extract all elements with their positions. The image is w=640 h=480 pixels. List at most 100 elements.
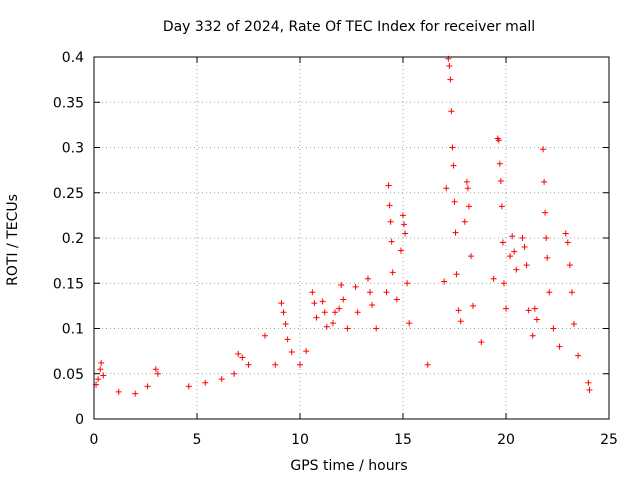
- data-point: [239, 354, 246, 361]
- data-point: [495, 137, 502, 144]
- data-point: [556, 343, 563, 350]
- y-tick-label: 0: [75, 412, 84, 428]
- data-point: [531, 305, 538, 312]
- data-point: [278, 300, 285, 307]
- y-tick-label: 0.05: [53, 367, 84, 383]
- data-point: [144, 383, 151, 390]
- axis-ticks: [93, 56, 610, 420]
- data-point: [284, 336, 291, 343]
- data-point: [451, 198, 458, 205]
- data-point: [272, 361, 279, 368]
- data-point: [321, 309, 328, 316]
- data-point: [235, 350, 242, 357]
- data-point: [231, 370, 238, 377]
- x-axis-label: GPS time / hours: [290, 458, 407, 474]
- data-point: [95, 376, 102, 383]
- data-point: [97, 366, 104, 373]
- x-axis-tick-labels: 0 5 10 15 20 25: [90, 432, 618, 448]
- data-point: [369, 301, 376, 308]
- data-point: [313, 314, 320, 321]
- data-point: [309, 289, 316, 296]
- data-point: [185, 383, 192, 390]
- data-point: [100, 372, 107, 379]
- y-tick-label: 0.2: [62, 231, 84, 247]
- data-point: [503, 305, 509, 312]
- data-point: [455, 307, 462, 314]
- data-point: [450, 162, 457, 169]
- y-tick-label: 0.15: [53, 276, 84, 292]
- data-point: [543, 235, 550, 241]
- data-point: [453, 271, 460, 278]
- data-point: [319, 298, 326, 305]
- data-point: [449, 144, 456, 151]
- data-point: [386, 202, 393, 209]
- data-point: [388, 238, 395, 245]
- data-point: [397, 247, 404, 254]
- data-point: [447, 76, 454, 83]
- data-point: [352, 283, 359, 290]
- data-point: [245, 361, 252, 368]
- data-point: [562, 230, 569, 237]
- data-point: [499, 239, 506, 246]
- data-point: [586, 387, 593, 394]
- y-tick-label: 0.35: [53, 95, 84, 111]
- data-point: [387, 218, 394, 225]
- data-point: [354, 309, 361, 316]
- data-point: [115, 388, 122, 395]
- y-tick-label: 0.3: [62, 141, 84, 157]
- data-point: [406, 320, 413, 327]
- data-point: [529, 332, 536, 339]
- data-point: [546, 289, 553, 296]
- data-point: [519, 235, 526, 241]
- data-point: [478, 339, 485, 346]
- data-point: [467, 253, 474, 260]
- data-point: [446, 63, 453, 70]
- data-point: [282, 320, 289, 327]
- data-point: [452, 229, 459, 236]
- plot-frame: [93, 56, 610, 420]
- data-point: [500, 280, 507, 287]
- data-point: [464, 185, 471, 192]
- data-point: [404, 280, 411, 287]
- data-point: [393, 296, 400, 303]
- data-point: [540, 146, 547, 153]
- data-points: [93, 55, 593, 397]
- data-point: [457, 318, 464, 325]
- data-point: [401, 221, 408, 228]
- data-point: [303, 348, 310, 355]
- data-point: [544, 254, 551, 261]
- data-point: [329, 320, 336, 327]
- y-axis-tick-labels: 0 0.05 0.1 0.15 0.2 0.25 0.3 0.35 0.4: [53, 50, 84, 428]
- x-tick-label: 5: [193, 432, 202, 448]
- x-tick-label: 10: [291, 432, 309, 448]
- data-point: [511, 248, 518, 255]
- data-point: [288, 349, 295, 356]
- chart-title: Day 332 of 2024, Rate Of TEC Index for r…: [163, 19, 535, 35]
- data-point: [541, 178, 548, 185]
- data-point: [550, 325, 557, 332]
- y-tick-label: 0.1: [62, 322, 84, 338]
- data-point: [332, 309, 339, 316]
- x-tick-label: 15: [394, 432, 412, 448]
- data-point: [570, 320, 577, 327]
- data-point: [373, 325, 380, 332]
- data-point: [496, 160, 503, 167]
- data-point: [564, 239, 571, 246]
- data-point: [523, 262, 530, 269]
- data-point: [385, 182, 392, 189]
- data-point: [575, 352, 582, 359]
- data-point: [441, 278, 448, 285]
- x-tick-label: 0: [90, 432, 99, 448]
- data-point: [154, 370, 161, 377]
- data-point: [497, 177, 504, 184]
- data-point: [443, 185, 450, 192]
- data-point: [566, 262, 573, 269]
- x-tick-label: 20: [497, 432, 515, 448]
- data-point: [297, 361, 303, 368]
- data-point: [400, 212, 406, 219]
- data-point: [218, 376, 225, 383]
- data-point: [280, 309, 287, 316]
- data-point: [323, 323, 330, 330]
- data-point: [513, 266, 520, 273]
